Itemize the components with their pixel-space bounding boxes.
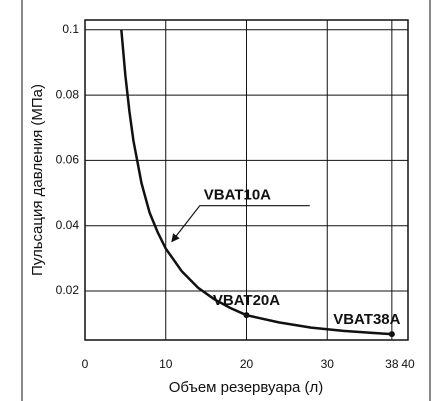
point-marker: [243, 312, 250, 319]
point-marker: [388, 331, 395, 338]
x-tick-label: 40: [401, 357, 415, 371]
plot-frame: [84, 19, 409, 341]
x-tick-label: 20: [240, 357, 254, 371]
annotation: VBAT38A: [333, 311, 400, 328]
y-tick-label: 0.06: [56, 153, 80, 167]
y-tick-label: 0.1: [62, 22, 79, 36]
x-tick-label: 30: [321, 357, 335, 371]
annotation-arrow: [171, 205, 310, 243]
curve: [120, 29, 392, 336]
annotation: VBAT10A: [204, 187, 271, 204]
y-axis-label: Пульсация давления (МПа): [29, 84, 46, 276]
annotation: VBAT20A: [213, 292, 280, 309]
y-tick-label: 0.04: [56, 218, 80, 232]
x-axis-label: Объем резервуара (л): [169, 379, 324, 396]
x-tick-label: 10: [159, 357, 173, 371]
y-tick-label: 0.02: [56, 283, 80, 297]
x-tick-label: 38: [385, 357, 399, 371]
y-tick-label: 0.08: [56, 87, 80, 101]
x-tick-label: 0: [82, 357, 89, 371]
